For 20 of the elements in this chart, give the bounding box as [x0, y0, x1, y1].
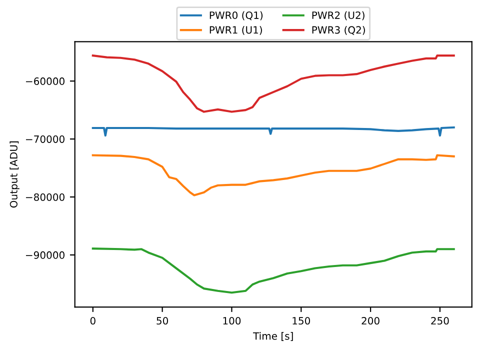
y-tick-label: −70000 — [26, 135, 64, 143]
y-axis-title: Output [ADU] — [10, 141, 20, 208]
legend-label: PWR2 (U2) — [312, 11, 364, 20]
y-tick-label: −60000 — [26, 77, 64, 85]
x-tick-label: 50 — [156, 316, 168, 325]
legend-label: PWR3 (Q2) — [312, 26, 365, 35]
x-tick-label: 250 — [431, 316, 449, 325]
x-tick-label: 200 — [362, 316, 380, 325]
y-tick-label: −90000 — [26, 251, 64, 259]
legend-label: PWR1 (U1) — [210, 26, 262, 35]
x-axis-title: Time [s] — [253, 332, 293, 341]
x-tick-label: 0 — [90, 316, 96, 325]
line-series — [92, 126, 455, 137]
x-tick-label: 150 — [292, 316, 310, 325]
legend-label: PWR0 (Q1) — [210, 11, 263, 20]
x-tick-label: 100 — [223, 316, 241, 325]
line-series — [92, 154, 455, 196]
line-series — [92, 248, 455, 294]
y-tick-label: −80000 — [26, 193, 64, 201]
line-series — [92, 54, 455, 113]
